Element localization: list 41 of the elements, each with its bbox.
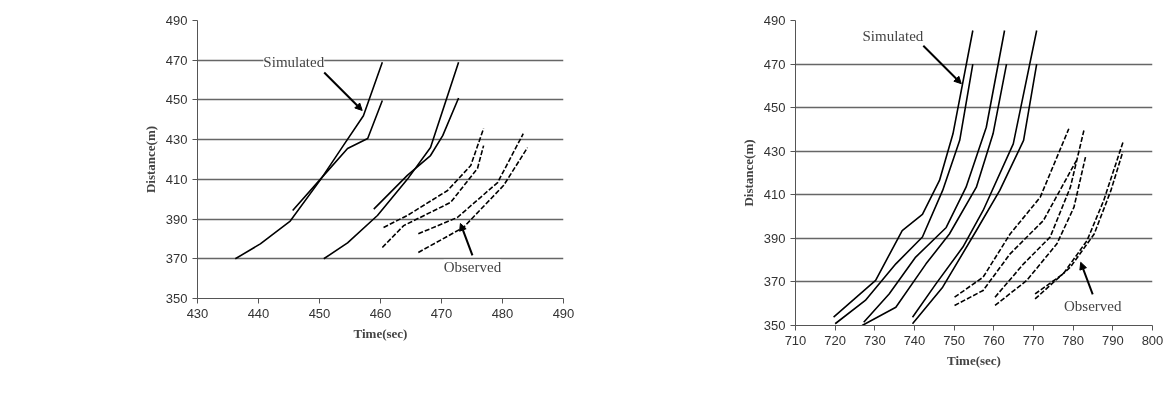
y-tick-label: 490 — [165, 13, 188, 28]
x-tick-label: 440 — [247, 305, 270, 321]
y-axis-title: Distance(m) — [142, 125, 158, 194]
y-tick-label: 430 — [763, 143, 786, 159]
y-tick-label: 410 — [165, 171, 188, 187]
y-tick-label: 450 — [165, 92, 188, 108]
x-tick-label: 780 — [1062, 332, 1085, 348]
x-tick-label: 750 — [943, 332, 966, 348]
x-tick-label: 450 — [308, 305, 331, 321]
annotation: Simulated — [862, 27, 924, 44]
x-axis-title: Time(sec) — [353, 325, 408, 341]
x-tick-label: 740 — [903, 332, 926, 348]
y-tick-label: 470 — [763, 56, 786, 72]
x-tick-label: 720 — [824, 332, 847, 348]
y-tick-label: 410 — [763, 187, 786, 203]
x-tick-label: 710 — [784, 332, 807, 348]
x-tick-label: 430 — [186, 305, 209, 321]
x-tick-label: 730 — [863, 332, 886, 348]
y-tick-label: 350 — [165, 291, 188, 306]
y-tick-label: 470 — [165, 52, 188, 68]
y-axis-title: Distance(m) — [740, 139, 756, 207]
y-tick-label: 390 — [165, 211, 188, 227]
x-tick-label: 770 — [1022, 332, 1045, 348]
x-tick-label: 490 — [552, 305, 575, 321]
y-tick-label: 490 — [763, 13, 786, 28]
y-tick-label: 450 — [763, 100, 786, 116]
x-tick-label: 470 — [430, 305, 453, 321]
x-axis-title: Time(sec) — [947, 352, 1001, 368]
x-tick-label: 460 — [369, 305, 392, 321]
y-tick-label: 370 — [165, 251, 188, 267]
y-tick-label: 370 — [763, 274, 786, 290]
y-tick-label: 390 — [763, 230, 786, 246]
x-tick-label: 800 — [1141, 332, 1164, 348]
y-tick-label: 350 — [763, 318, 786, 333]
x-tick-label: 790 — [1101, 332, 1124, 348]
y-tick-label: 430 — [165, 132, 188, 148]
x-tick-label: 480 — [491, 305, 514, 321]
annotation: Observed — [1063, 298, 1122, 315]
x-tick-label: 760 — [982, 332, 1005, 348]
annotation: Simulated — [263, 54, 325, 71]
annotation: Observed — [443, 259, 502, 276]
